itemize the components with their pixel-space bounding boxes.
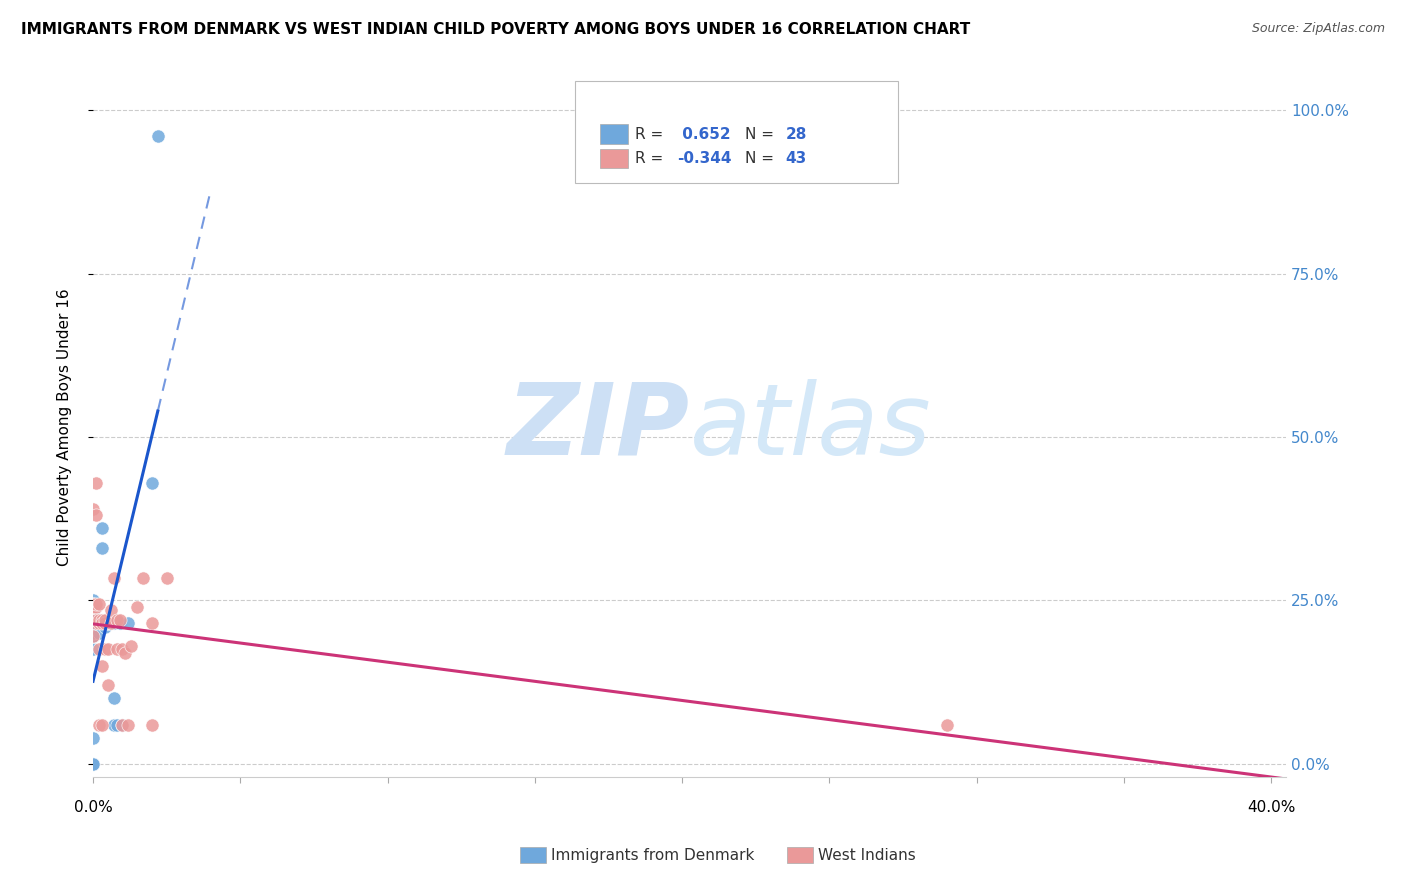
Text: 0.652: 0.652 <box>678 127 731 142</box>
Point <box>82 642 104 657</box>
Point <box>111 717 134 731</box>
Point <box>117 616 139 631</box>
Point <box>103 616 125 631</box>
Point <box>87 717 110 731</box>
Point <box>117 717 139 731</box>
Text: -0.344: -0.344 <box>678 151 733 166</box>
Point <box>84 597 107 611</box>
Point <box>146 129 169 144</box>
Point <box>111 642 134 657</box>
Point <box>82 629 104 643</box>
Point <box>141 475 163 490</box>
Text: Source: ZipAtlas.com: Source: ZipAtlas.com <box>1251 22 1385 36</box>
Point <box>84 616 107 631</box>
Point <box>82 599 104 614</box>
Point <box>100 616 122 631</box>
Text: Immigrants from Denmark: Immigrants from Denmark <box>551 848 755 863</box>
Point <box>114 646 136 660</box>
Point <box>103 717 125 731</box>
Point <box>120 639 142 653</box>
Point <box>82 629 104 643</box>
Text: ZIP: ZIP <box>506 379 689 475</box>
Text: N =: N = <box>745 127 779 142</box>
Point <box>82 597 104 611</box>
Text: R =: R = <box>636 151 668 166</box>
Point <box>111 717 134 731</box>
Point <box>97 616 120 631</box>
Text: IMMIGRANTS FROM DENMARK VS WEST INDIAN CHILD POVERTY AMONG BOYS UNDER 16 CORRELA: IMMIGRANTS FROM DENMARK VS WEST INDIAN C… <box>21 22 970 37</box>
Text: R =: R = <box>636 127 668 142</box>
Point <box>97 642 120 657</box>
Point <box>103 691 125 706</box>
Point <box>87 626 110 640</box>
Text: atlas: atlas <box>689 379 931 475</box>
Point <box>87 616 110 631</box>
Point <box>90 613 112 627</box>
Point <box>141 616 163 631</box>
Point <box>82 756 104 771</box>
Point <box>82 629 104 643</box>
Point <box>82 501 104 516</box>
Point <box>87 613 110 627</box>
Point <box>108 613 131 627</box>
Point <box>156 570 179 584</box>
Point <box>84 613 107 627</box>
Point <box>105 613 128 627</box>
Point <box>82 756 104 771</box>
Point <box>97 678 120 692</box>
Point <box>94 613 117 627</box>
Point <box>90 717 112 731</box>
Point <box>84 475 107 490</box>
Point <box>82 619 104 633</box>
Point <box>82 597 104 611</box>
Point <box>82 599 104 614</box>
Point <box>82 599 104 614</box>
Point <box>105 642 128 657</box>
Point <box>132 570 155 584</box>
Text: N =: N = <box>745 151 779 166</box>
Point <box>94 619 117 633</box>
Point <box>87 597 110 611</box>
Text: 0.0%: 0.0% <box>73 800 112 815</box>
Text: 40.0%: 40.0% <box>1247 800 1295 815</box>
Point <box>90 658 112 673</box>
Point <box>82 731 104 745</box>
Point <box>82 626 104 640</box>
Point <box>100 603 122 617</box>
Point <box>84 599 107 614</box>
Text: West Indians: West Indians <box>818 848 917 863</box>
Point <box>936 717 959 731</box>
Point <box>103 570 125 584</box>
Point <box>127 599 149 614</box>
Point <box>108 616 131 631</box>
Point <box>87 642 110 657</box>
Point <box>94 616 117 631</box>
Point <box>90 541 112 555</box>
Point <box>100 616 122 631</box>
Point <box>90 616 112 631</box>
Point <box>105 717 128 731</box>
Point <box>82 593 104 607</box>
Point <box>87 613 110 627</box>
Point <box>84 508 107 523</box>
Point <box>82 607 104 621</box>
Text: 43: 43 <box>786 151 807 166</box>
Text: 28: 28 <box>786 127 807 142</box>
Point <box>90 521 112 535</box>
Point <box>97 616 120 631</box>
Point <box>141 717 163 731</box>
Y-axis label: Child Poverty Among Boys Under 16: Child Poverty Among Boys Under 16 <box>58 288 72 566</box>
Point <box>94 642 117 657</box>
